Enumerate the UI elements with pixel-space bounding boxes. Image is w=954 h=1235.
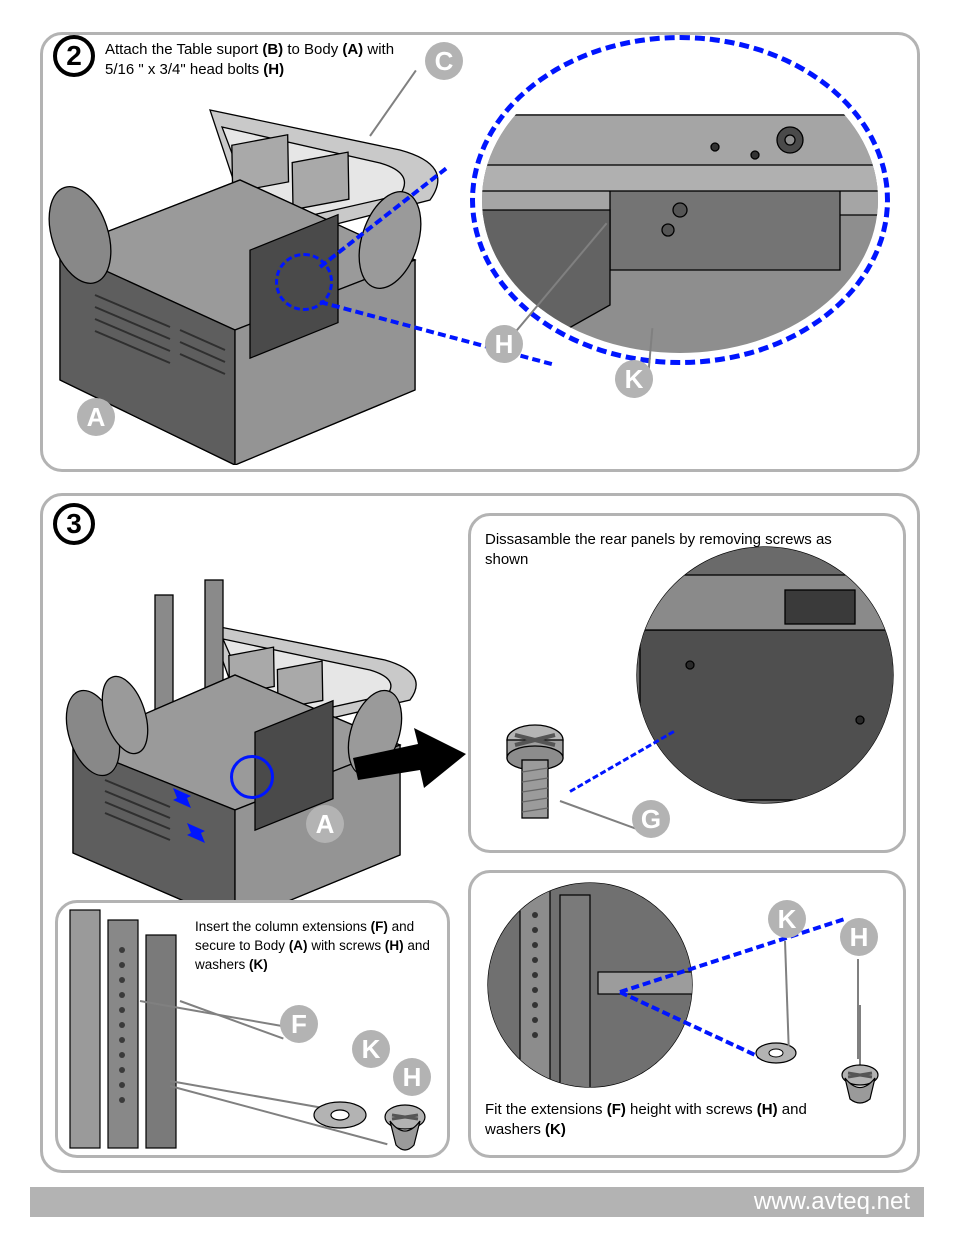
screw-g — [500, 720, 570, 830]
label-k-step3l: K — [352, 1030, 390, 1068]
footer-bar: www.avteq.net — [30, 1187, 924, 1217]
washer-k-right — [754, 1040, 798, 1066]
label-a-step2: A — [77, 398, 115, 436]
label-k-step2: K — [615, 360, 653, 398]
step-2-number: 2 — [66, 40, 82, 72]
dash-circle-step2-small — [275, 253, 333, 311]
label-f-step3: F — [280, 1005, 318, 1043]
step-3-number: 3 — [66, 508, 82, 540]
step2-detail — [480, 45, 880, 355]
column-detail — [60, 905, 200, 1155]
label-h-step3l: H — [393, 1058, 431, 1096]
fit-detail — [480, 880, 710, 1090]
fit-text: Fit the extensions (F) height with screw… — [485, 1100, 855, 1141]
big-arrow — [348, 720, 468, 790]
label-a-step3: A — [306, 805, 344, 843]
label-c-step2: C — [425, 42, 463, 80]
step2-instruction: Attach the Table suport (B) to Body (A) … — [105, 40, 425, 81]
screw-h-right — [835, 1005, 885, 1105]
step-3-circle: 3 — [53, 503, 95, 545]
leader-h-down — [857, 959, 859, 1059]
footer-url: www.avteq.net — [754, 1188, 910, 1215]
dash-circle-step3-body — [230, 755, 274, 799]
label-k-step3r: K — [768, 900, 806, 938]
rear-panel-detail — [590, 545, 900, 805]
insert-text: Insert the column extensions (F) and sec… — [195, 918, 440, 975]
label-g-step3: G — [632, 800, 670, 838]
washer-screw-left — [310, 1085, 440, 1155]
label-h-step3r: H — [840, 918, 878, 956]
label-h-step2: H — [485, 325, 523, 363]
step-2-circle: 2 — [53, 35, 95, 77]
